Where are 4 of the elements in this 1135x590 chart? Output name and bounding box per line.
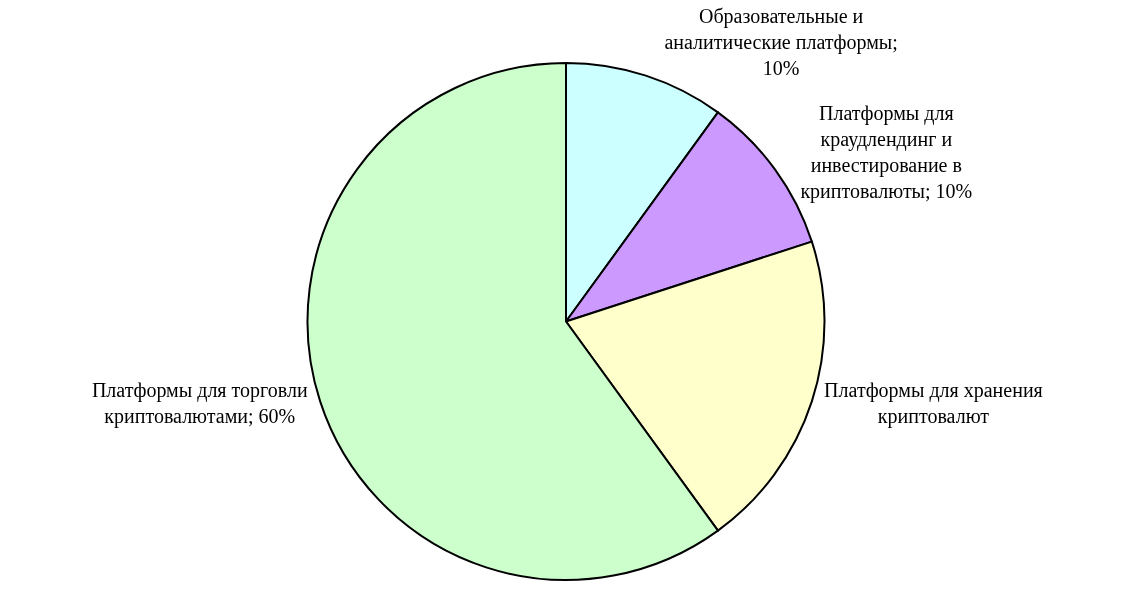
slice-label: Платформы для торговли криптовалютами; 60% <box>91 379 308 429</box>
slice-label: Платформы для краудлендинг и инвестирование в криптовалюты; 10% <box>800 101 973 203</box>
slice-label: Платформы для хранения криптовалют <box>824 379 1043 429</box>
slice-label: Образовательные и аналитические платформы; 10% <box>664 5 898 80</box>
